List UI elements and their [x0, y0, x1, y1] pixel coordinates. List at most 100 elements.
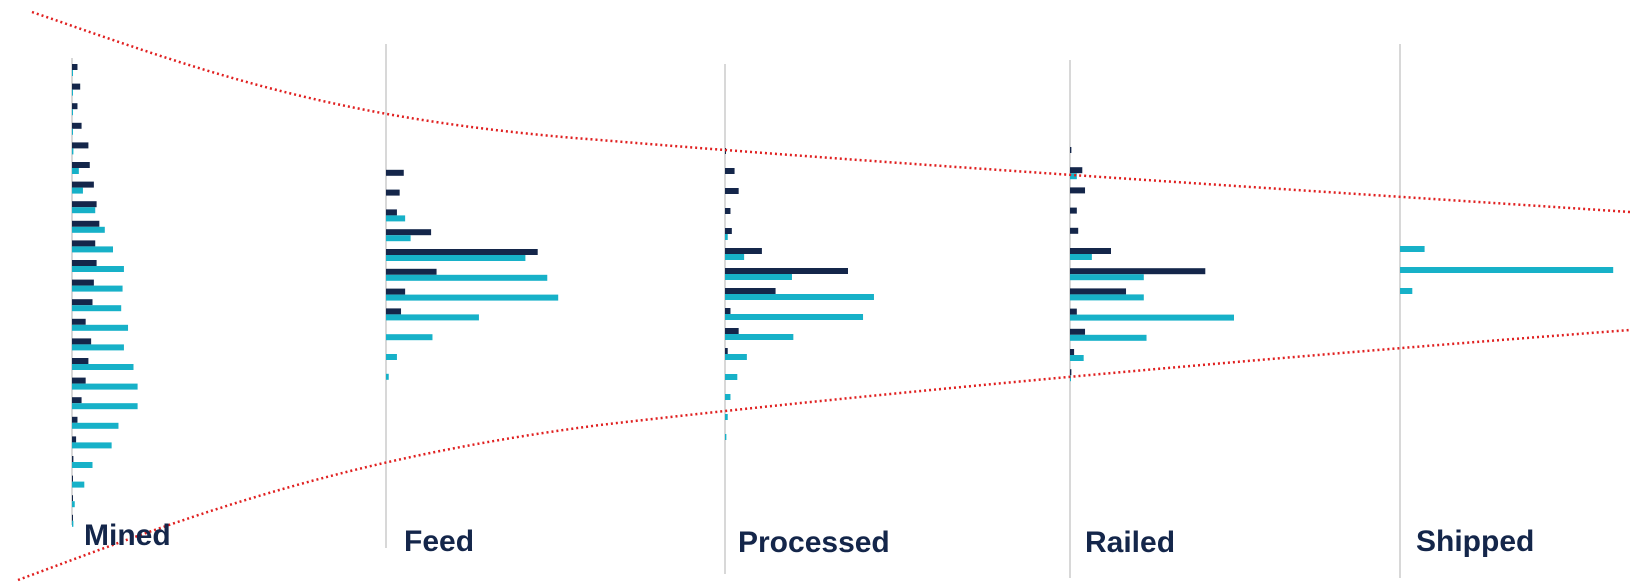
bar-dark-mined-22 — [72, 495, 73, 502]
bar-teal-mined-7 — [72, 207, 96, 214]
bar-dark-mined-3 — [72, 122, 82, 129]
bar-dark-processed-10 — [725, 348, 728, 354]
bar-teal-mined-6 — [72, 187, 83, 194]
bar-dark-mined-23 — [72, 514, 73, 521]
axes-layer — [71, 44, 1401, 578]
bar-teal-mined-2 — [72, 109, 73, 116]
bar-teal-feed-4 — [386, 235, 411, 242]
bar-dark-railed-10 — [1070, 349, 1075, 355]
bar-dark-feed-4 — [386, 229, 432, 236]
bar-teal-mined-8 — [72, 226, 105, 233]
bar-dark-feed-1 — [386, 169, 404, 176]
bar-dark-mined-14 — [72, 338, 92, 345]
bar-teal-mined-1 — [72, 89, 73, 96]
bar-dark-processed-9 — [725, 328, 739, 334]
bar-dark-railed-7 — [1070, 288, 1127, 295]
bar-teal-feed-10 — [386, 354, 397, 360]
bar-dark-mined-16 — [72, 377, 86, 384]
bar-teal-processed-6 — [725, 274, 792, 280]
bar-dark-mined-20 — [72, 456, 74, 462]
bar-teal-mined-14 — [72, 344, 124, 351]
bar-teal-shipped-0 — [1400, 246, 1425, 252]
bar-teal-mined-11 — [72, 285, 123, 292]
bar-dark-railed-5 — [1070, 248, 1111, 254]
bar-dark-feed-7 — [386, 288, 406, 295]
bar-dark-railed-6 — [1070, 268, 1206, 275]
bar-teal-railed-9 — [1070, 334, 1147, 341]
bar-dark-railed-8 — [1070, 308, 1077, 315]
bar-teal-shipped-1 — [1400, 267, 1614, 273]
bar-dark-processed-8 — [725, 308, 731, 314]
bar-dark-railed-4 — [1070, 227, 1079, 234]
bars-layer — [72, 64, 1614, 527]
bar-teal-mined-5 — [72, 168, 79, 174]
bar-teal-railed-10 — [1070, 355, 1084, 361]
bar-teal-mined-21 — [72, 481, 85, 488]
bar-teal-mined-17 — [72, 403, 138, 410]
bar-dark-railed-1 — [1070, 167, 1083, 174]
bar-teal-mined-13 — [72, 324, 129, 331]
bar-teal-railed-6 — [1070, 274, 1144, 281]
bar-teal-mined-12 — [72, 305, 122, 312]
bar-dark-processed-3 — [725, 208, 731, 214]
bar-teal-feed-6 — [386, 274, 548, 281]
bar-teal-processed-4 — [725, 234, 728, 240]
bar-teal-processed-9 — [725, 334, 794, 340]
bar-teal-railed-7 — [1070, 294, 1144, 301]
bar-teal-railed-11 — [1070, 375, 1071, 382]
bar-dark-feed-3 — [386, 209, 397, 216]
bar-dark-railed-0 — [1070, 147, 1072, 153]
bar-teal-processed-7 — [725, 294, 874, 300]
bar-teal-mined-0 — [72, 70, 73, 76]
bar-teal-mined-19 — [72, 442, 112, 449]
stage-labels: Mined Feed Processed Railed Shipped — [84, 519, 1534, 559]
bar-dark-mined-8 — [72, 220, 100, 227]
bar-dark-mined-7 — [72, 201, 97, 208]
bar-teal-processed-8 — [725, 314, 864, 320]
bar-dark-mined-19 — [72, 436, 77, 443]
bar-teal-processed-10 — [725, 354, 747, 360]
bar-dark-processed-7 — [725, 288, 776, 294]
bar-teal-mined-4 — [72, 148, 74, 155]
bar-dark-railed-11 — [1070, 369, 1072, 376]
bar-dark-mined-5 — [72, 162, 90, 168]
bar-teal-railed-5 — [1070, 254, 1092, 260]
funnel-outline — [17, 10, 1630, 582]
bar-dark-mined-1 — [72, 83, 81, 90]
funnel-top-curve — [31, 10, 1630, 214]
bar-teal-railed-1 — [1070, 173, 1077, 180]
bar-teal-processed-13 — [725, 414, 728, 420]
bar-dark-mined-9 — [72, 240, 96, 247]
bar-teal-feed-3 — [386, 215, 406, 222]
bar-teal-mined-20 — [72, 462, 93, 468]
bar-dark-mined-10 — [72, 260, 97, 266]
stage-label-feed: Feed — [404, 525, 474, 558]
bar-dark-mined-15 — [72, 358, 89, 364]
bar-dark-mined-21 — [72, 475, 73, 482]
bar-dark-mined-0 — [72, 64, 78, 70]
bar-dark-processed-6 — [725, 268, 848, 274]
bar-teal-feed-5 — [386, 255, 526, 261]
bar-teal-railed-8 — [1070, 314, 1234, 321]
bar-teal-mined-9 — [72, 246, 113, 253]
bar-dark-mined-6 — [72, 181, 94, 188]
bar-teal-feed-11 — [386, 373, 389, 380]
bar-teal-mined-10 — [72, 266, 124, 272]
bar-teal-processed-14 — [725, 434, 727, 440]
bar-dark-mined-4 — [72, 142, 89, 149]
bar-teal-mined-22 — [72, 501, 75, 508]
bar-dark-processed-1 — [725, 168, 735, 174]
bar-dark-feed-8 — [386, 308, 402, 315]
stage-label-shipped: Shipped — [1416, 525, 1534, 558]
bar-teal-mined-15 — [72, 364, 134, 370]
bar-teal-feed-7 — [386, 294, 559, 301]
bar-teal-processed-5 — [725, 254, 745, 260]
bar-teal-mined-16 — [72, 383, 138, 390]
bar-teal-mined-3 — [72, 128, 73, 135]
bar-dark-mined-2 — [72, 103, 78, 110]
stage-label-processed: Processed — [738, 526, 890, 559]
bar-teal-feed-8 — [386, 314, 479, 321]
bar-dark-feed-5 — [386, 249, 538, 255]
bar-teal-processed-11 — [725, 374, 738, 380]
bar-dark-railed-3 — [1070, 207, 1077, 214]
